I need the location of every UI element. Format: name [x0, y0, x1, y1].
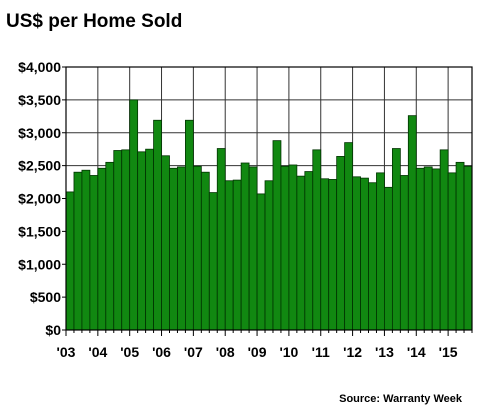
chart-title: US$ per Home Sold: [6, 11, 183, 32]
bar: [447, 172, 457, 331]
bar: [360, 177, 369, 331]
bar: [296, 175, 306, 331]
bar: [137, 151, 147, 331]
x-tick-label: '12: [343, 344, 362, 360]
y-tick-label: $2,000: [18, 191, 61, 207]
y-tick-label: $0: [45, 322, 61, 338]
bar: [113, 150, 123, 331]
bar: [304, 171, 314, 331]
x-tick-label: '10: [279, 344, 298, 360]
x-tick-label: '04: [88, 344, 107, 360]
bar: [256, 193, 266, 331]
bars: [65, 99, 473, 331]
bar: [384, 186, 393, 331]
y-axis-tick-labels: $0 $500 $1,000 $1,500 $2,000 $2,500 $3,000 $3,5…: [18, 59, 61, 338]
bar: [272, 140, 282, 331]
bar: [264, 180, 274, 331]
y-tick-label: $1,000: [18, 256, 61, 272]
bar: [216, 148, 226, 331]
bar: [105, 161, 115, 331]
bar: [399, 175, 409, 331]
bar: [320, 178, 330, 331]
bar: [328, 179, 338, 331]
bar: [240, 162, 250, 331]
source-note: Source: Warranty Week: [339, 393, 462, 405]
x-tick-label: '05: [120, 344, 139, 360]
bar: [121, 149, 131, 331]
bar: [431, 168, 441, 331]
bar: [439, 149, 449, 331]
x-tick-label: '15: [439, 344, 458, 360]
bar: [423, 166, 433, 331]
bar: [200, 171, 210, 331]
x-tick-label: '06: [152, 344, 171, 360]
bar: [232, 179, 242, 331]
bar: [336, 156, 346, 331]
y-tick-label: $1,500: [18, 223, 61, 239]
y-tick-label: $3,000: [18, 125, 61, 141]
x-tick-label: '11: [312, 344, 330, 360]
x-tick-label: '14: [407, 344, 426, 360]
bar: [192, 165, 202, 331]
bar: [368, 182, 377, 331]
bar: [288, 164, 298, 331]
y-tick-label: $4,000: [18, 59, 61, 75]
x-tick-label: '03: [57, 344, 76, 360]
y-tick-label: $3,500: [18, 92, 61, 108]
bar: [145, 148, 154, 331]
bar: [407, 115, 417, 331]
bar: [161, 155, 170, 331]
bar: [280, 165, 290, 331]
y-tick-label: $500: [30, 289, 61, 305]
bar: [376, 172, 385, 331]
x-axis-tick-labels: '03 '04 '05 '06 '07 '08 '09 '10 '11 '12 '13 '14 '15: [57, 344, 458, 360]
axes: [62, 66, 473, 336]
bar: [73, 171, 83, 331]
bar: [208, 192, 218, 331]
bar: [312, 149, 322, 331]
bar: [463, 165, 473, 331]
bar: [97, 167, 107, 331]
x-tick-label: '08: [216, 344, 235, 360]
bar: [344, 142, 353, 331]
bar: [169, 167, 178, 331]
bar: [391, 148, 401, 331]
bar: [129, 99, 139, 331]
bar: [89, 175, 99, 331]
bar: [81, 169, 91, 331]
bar: [352, 176, 361, 331]
x-tick-label: '13: [375, 344, 394, 360]
x-tick-label: '07: [184, 344, 203, 360]
bar: [185, 119, 194, 331]
bar: [224, 180, 234, 331]
bar: [65, 191, 75, 331]
bar: [153, 119, 162, 331]
bar: [415, 167, 425, 331]
bar: [248, 166, 258, 331]
bar: [455, 161, 465, 331]
bar: [177, 166, 186, 331]
x-tick-label: '09: [248, 344, 267, 360]
y-tick-label: $2,500: [18, 158, 61, 174]
